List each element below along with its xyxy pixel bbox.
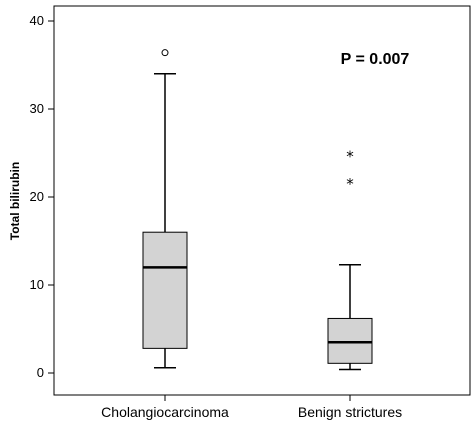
y-axis: 0 10 20 30 40	[30, 13, 54, 380]
iqr-box	[327, 317, 373, 364]
y-tick-label: 0	[37, 365, 44, 380]
iqr-box	[142, 231, 188, 349]
y-axis-title: Total bilirubin	[8, 162, 22, 240]
x-axis: Cholangiocarcinoma Benign strictures	[101, 395, 402, 420]
boxes-group: **	[142, 49, 373, 371]
y-tick-label: 20	[30, 189, 44, 204]
y-tick-label: 40	[30, 13, 44, 28]
y-tick-label: 30	[30, 101, 44, 116]
y-tick-label: 10	[30, 277, 44, 292]
plot-frame	[53, 5, 471, 396]
x-category-label: Benign strictures	[298, 404, 402, 420]
extreme-point: *	[346, 175, 354, 193]
outlier-point	[161, 49, 169, 57]
extreme-point: *	[346, 148, 354, 166]
x-category-label: Cholangiocarcinoma	[101, 404, 229, 420]
p-value-annotation: P = 0.007	[341, 51, 410, 68]
